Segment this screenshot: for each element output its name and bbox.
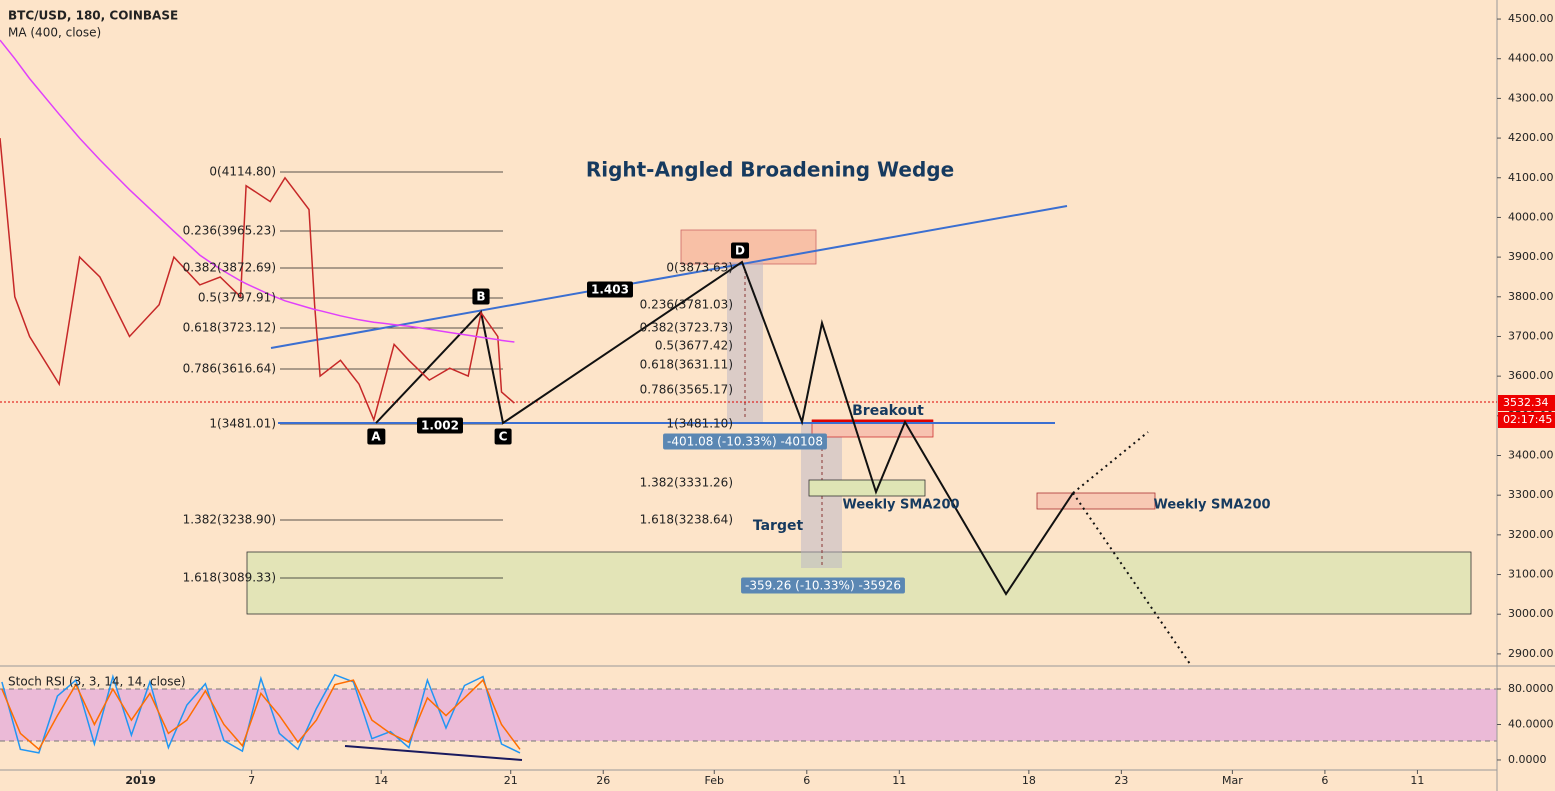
x-tick-label: Mar — [1222, 774, 1243, 787]
annotation: 1.002 — [421, 419, 459, 433]
annotation: 1.403 — [591, 283, 629, 297]
annotation: B — [476, 290, 485, 304]
marks: 4500.00 4400.00 4300.00 4200.00 4100.00 4000.… — [0, 9, 1555, 787]
annotation: 1.618(3089.33) — [183, 571, 276, 585]
trend-line — [270, 205, 1068, 349]
y-tick-label: 0.0000 — [1508, 753, 1547, 766]
countdown-label: 02:17:45 — [1503, 413, 1552, 426]
countdown-tag — [1498, 411, 1555, 428]
annotation: -359.26 (-10.33%) -35926 — [745, 579, 901, 593]
annotation: 1(3481.10) — [666, 417, 733, 431]
legend-entry: MA (400, close) — [8, 26, 101, 40]
y-tick-label: 4500.00 — [1508, 12, 1554, 25]
annotation: 1.618(3238.64) — [640, 513, 733, 527]
y-tick-label: 4000.00 — [1508, 210, 1554, 223]
annotation: 0(3873.63) — [666, 261, 733, 275]
annotation: 0.382(3723.73) — [640, 321, 733, 335]
x-tick-label: 21 — [504, 774, 518, 787]
annotation: 0.5(3797.91) — [198, 291, 276, 305]
x-tick-label: 18 — [1022, 774, 1036, 787]
annotation: 1.382(3238.90) — [183, 513, 276, 527]
annotation: Weekly SMA200 — [1153, 498, 1270, 513]
price-tag-label: 3532.34 — [1503, 396, 1549, 409]
y-tick-label: 3300.00 — [1508, 488, 1554, 501]
y-tick-label: 4100.00 — [1508, 171, 1554, 184]
series-line — [0, 138, 515, 423]
series-line — [0, 39, 515, 343]
annotation: Weekly SMA200 — [842, 498, 959, 513]
x-tick-label: 23 — [1114, 774, 1128, 787]
series-line — [1, 673, 521, 754]
y-tick-label: 3000.00 — [1508, 607, 1554, 620]
annotation: 0.236(3965.23) — [183, 224, 276, 238]
annotation: 0.5(3677.42) — [655, 339, 733, 353]
x-tick-label: 2019 — [125, 774, 156, 787]
divergence-line — [344, 745, 523, 761]
annotation: 0.786(3616.64) — [183, 362, 276, 376]
legend-entry: BTC/USD, 180, COINBASE — [8, 9, 178, 23]
y-tick-label: 4400.00 — [1508, 52, 1554, 65]
annotation: Right-Angled Broadening Wedge — [586, 158, 954, 182]
projection — [1072, 492, 1191, 665]
annotation-box — [741, 577, 905, 594]
annotation-box — [663, 433, 827, 450]
pane-title: Stoch RSI (3, 3, 14, 14, close) — [8, 675, 186, 689]
y-tick-label: 3400.00 — [1508, 449, 1554, 462]
annotation: 0.618(3631.11) — [640, 358, 733, 372]
projection — [1072, 431, 1149, 494]
y-tick-label: 3700.00 — [1508, 329, 1554, 342]
annotation: 0.382(3872.69) — [183, 261, 276, 275]
y-tick-label: 4200.00 — [1508, 131, 1554, 144]
y-tick-label: 3900.00 — [1508, 250, 1554, 263]
annotation-box — [494, 428, 512, 445]
annotation: 1(3481.01) — [209, 417, 276, 431]
y-tick-label: 3100.00 — [1508, 568, 1554, 581]
annotation: -401.08 (-10.33%) -40108 — [667, 435, 823, 449]
annotation-box — [417, 417, 463, 434]
pattern-path — [375, 260, 1074, 596]
annotation-box — [587, 281, 633, 298]
x-tick-label: 6 — [1321, 774, 1328, 787]
y-tick-label: 40.0000 — [1508, 717, 1554, 730]
annotation: 0(4114.80) — [209, 165, 276, 179]
sma-box — [1036, 492, 1156, 510]
price-tag — [1498, 394, 1555, 411]
rsi-band — [0, 689, 1497, 741]
annotation-box — [472, 288, 490, 305]
annotation-box — [731, 242, 750, 259]
y-tick-label: 2900.00 — [1508, 647, 1554, 660]
y-tick-label: 3600.00 — [1508, 369, 1554, 382]
y-tick-label: 80.0000 — [1508, 682, 1554, 695]
y-tick-label: 4300.00 — [1508, 91, 1554, 104]
x-tick-label: 6 — [803, 774, 810, 787]
x-tick-label: 7 — [248, 774, 255, 787]
annotation: 0.618(3723.12) — [183, 321, 276, 335]
y-tick-label: 3200.00 — [1508, 528, 1554, 541]
annotation: A — [371, 430, 381, 444]
annotation: C — [499, 430, 508, 444]
annotation: 0.236(3781.03) — [640, 298, 733, 312]
annotation: D — [735, 244, 745, 258]
sma-box — [808, 479, 926, 497]
annotation-box — [367, 428, 386, 445]
annotation: Target — [753, 518, 804, 534]
x-tick-label: 14 — [374, 774, 388, 787]
x-tick-label: 11 — [892, 774, 906, 787]
x-tick-label: 11 — [1410, 774, 1424, 787]
annotation: 0.786(3565.17) — [640, 383, 733, 397]
annotation: Breakout — [852, 403, 924, 419]
y-tick-label: 3800.00 — [1508, 290, 1554, 303]
series-line — [1, 678, 521, 751]
x-tick-label: Feb — [705, 774, 724, 787]
annotation: 1.382(3331.26) — [640, 476, 733, 490]
x-tick-label: 26 — [596, 774, 610, 787]
